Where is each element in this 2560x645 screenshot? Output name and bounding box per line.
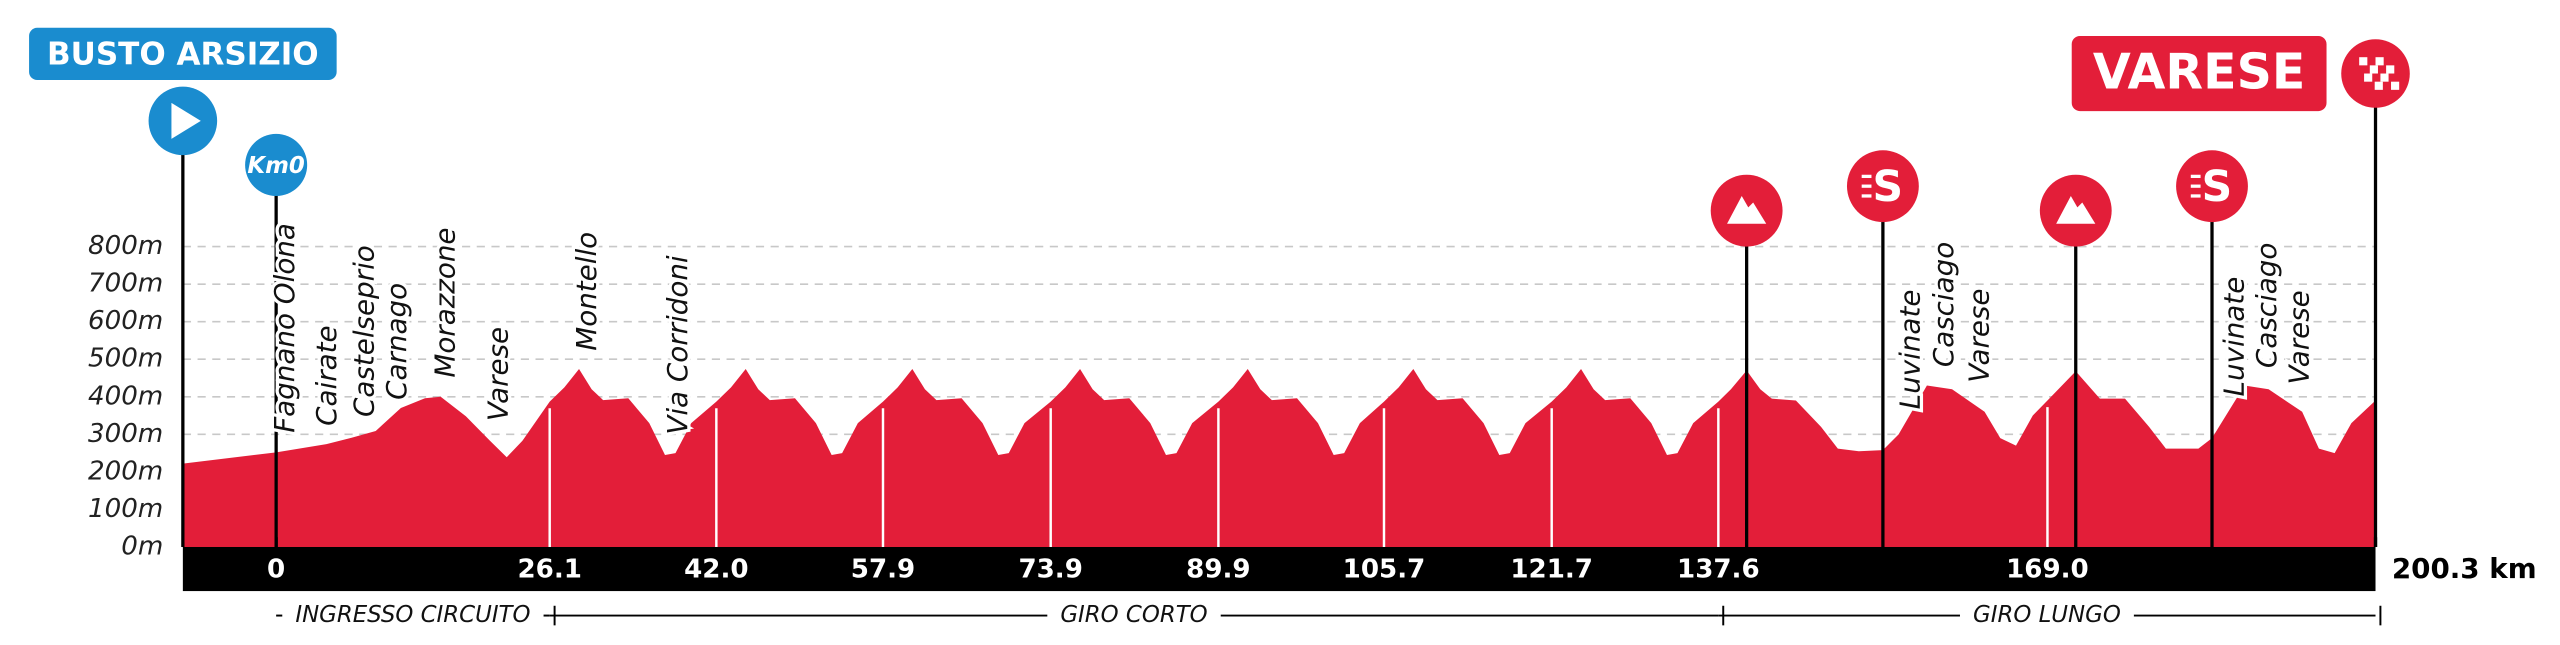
- km0-icon: [245, 133, 308, 196]
- y-tick-label: 500m: [88, 344, 163, 374]
- start-flag: [29, 27, 337, 81]
- y-tick-label: 200m: [88, 456, 163, 486]
- y-tick-label: 100m: [88, 494, 163, 524]
- x-tick-label: 42.0: [684, 554, 748, 584]
- place-name: Casciago: [2250, 243, 2283, 368]
- sprint-icon: [2176, 150, 2248, 223]
- x-tick-label: 26.1: [517, 554, 581, 584]
- finish-checker: [2375, 57, 2384, 66]
- place-name: Varese: [482, 327, 515, 421]
- place-name: Varese: [1963, 289, 1996, 383]
- section-name: GIRO CORTO: [1060, 602, 1207, 628]
- finish-checker: [2359, 57, 2368, 66]
- y-tick-label: 400m: [88, 381, 163, 411]
- x-axis-band: [182, 546, 2376, 592]
- x-tick-label: 89.9: [1186, 554, 1250, 584]
- kom-mountain: [2056, 195, 2096, 224]
- finish-checker: [2380, 73, 2389, 82]
- section-name: INGRESSO CIRCUITO: [295, 602, 530, 628]
- finish-name: VARESE: [2093, 44, 2305, 101]
- sprint-label: S: [2202, 163, 2233, 212]
- x-tick-label: 200.3 km: [2392, 552, 2537, 585]
- finish-flag: [2071, 35, 2327, 112]
- finish-checker: [2391, 81, 2400, 90]
- elevation-area: [182, 368, 2376, 547]
- place-name: Luvinate: [1894, 290, 1927, 410]
- start-name: BUSTO ARSIZIO: [47, 37, 319, 73]
- y-tick-label: 600m: [88, 306, 163, 336]
- place-name: Via Corridoni: [661, 255, 694, 435]
- finish-checker: [2364, 73, 2373, 82]
- place-name: Montello: [570, 232, 603, 351]
- finish-checker: [2369, 65, 2378, 74]
- y-tick-label: 700m: [88, 269, 163, 299]
- y-tick-label: 300m: [88, 419, 163, 449]
- y-tick-label: 800m: [88, 231, 163, 261]
- kom-mountain: [1727, 195, 1767, 224]
- x-tick-label: 121.7: [1510, 554, 1593, 584]
- x-tick-label: 169.0: [2006, 554, 2089, 584]
- x-tick-label: 0: [267, 554, 285, 584]
- x-tick-label: 137.6: [1677, 554, 1760, 584]
- place-name: Carnago: [380, 283, 413, 400]
- place-name: Varese: [2282, 290, 2315, 384]
- place-name: Luvinate: [2217, 277, 2250, 397]
- y-tick-label: 0m: [121, 531, 163, 561]
- x-tick-label: 105.7: [1343, 554, 1426, 584]
- place-name: Castelseprio: [348, 245, 381, 417]
- sprint-label: S: [1873, 163, 1904, 212]
- x-tick-label: 73.9: [1018, 554, 1082, 584]
- x-tick-label: 57.9: [851, 554, 915, 584]
- start-arrow: [171, 102, 201, 139]
- km0-label: Km0: [247, 153, 305, 179]
- finish-checker: [2374, 81, 2383, 90]
- place-name: Morazzone: [428, 227, 461, 377]
- sprint-icon: [1846, 150, 1919, 223]
- section-name: GIRO LUNGO: [1973, 602, 2121, 628]
- place-name: Casciago: [1927, 242, 1960, 367]
- place-name: Fagnano Olona: [268, 223, 301, 433]
- finish-checker: [2386, 65, 2395, 74]
- place-name: Cairate: [310, 325, 343, 425]
